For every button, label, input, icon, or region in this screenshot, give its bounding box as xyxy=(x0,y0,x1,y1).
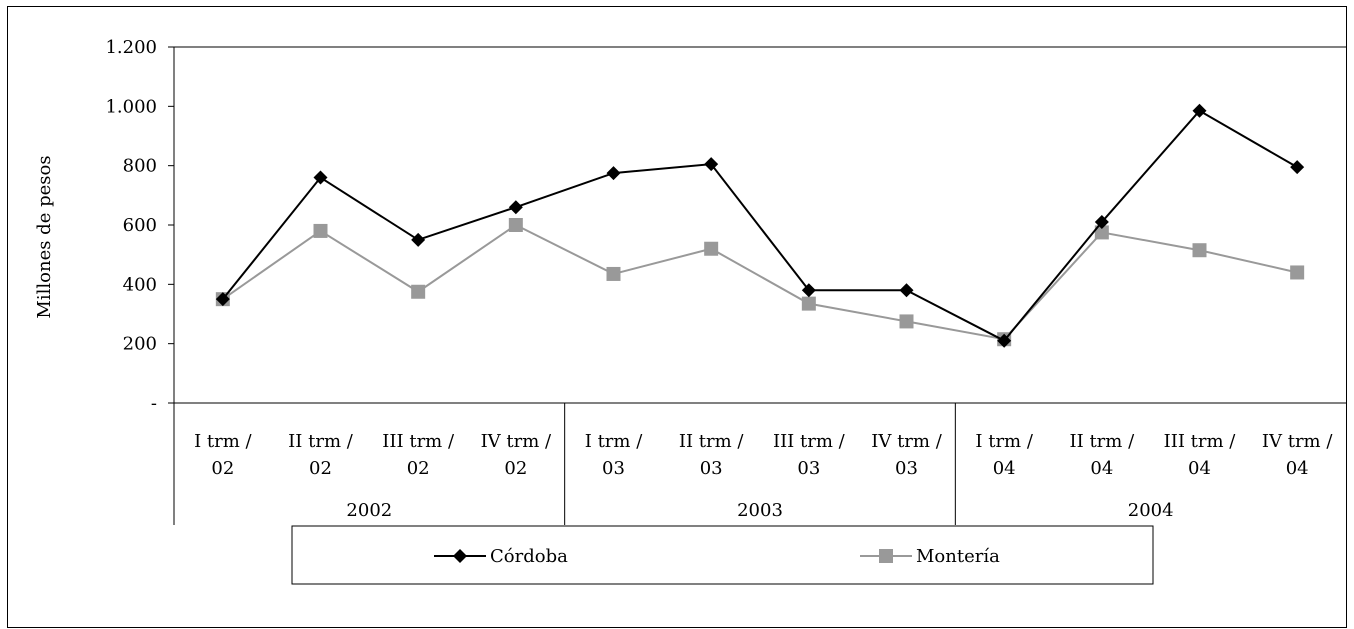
x-group-label: 2003 xyxy=(737,500,783,521)
x-tick-label: 03 xyxy=(797,458,820,479)
data-point xyxy=(1192,243,1207,258)
data-point xyxy=(704,241,719,256)
data-point xyxy=(508,200,523,215)
y-tick-label: 800 xyxy=(123,156,157,177)
x-group-label: 2004 xyxy=(1128,500,1174,521)
x-tick-label: III trm / xyxy=(382,431,455,452)
y-tick-label: 400 xyxy=(123,274,157,295)
legend-label: Montería xyxy=(916,546,1000,567)
x-tick-label: II trm / xyxy=(679,431,745,452)
data-point xyxy=(801,296,816,311)
y-tick-label: 1.200 xyxy=(105,37,157,58)
y-axis-title: Millones de pesos xyxy=(34,155,55,318)
data-point xyxy=(508,218,523,232)
axes xyxy=(173,46,1346,404)
series-monteria xyxy=(215,218,1305,347)
series-layer xyxy=(215,103,1305,348)
data-point xyxy=(1192,103,1207,118)
x-axis-labels: I trm / 02 II trm / 02 III trm / 02 IV trm / 02… xyxy=(173,403,1333,525)
legend-box xyxy=(291,525,1154,585)
x-tick-label: IV trm / xyxy=(1262,431,1333,452)
y-tick-label: - xyxy=(151,393,157,414)
x-tick-label: 04 xyxy=(993,458,1016,479)
series-cordoba xyxy=(215,103,1305,348)
y-axis-ticks: - 200 400 600 800 1.000 1.200 xyxy=(105,37,174,414)
x-tick-label: IV trm / xyxy=(481,431,552,452)
x-tick-label: 04 xyxy=(1188,458,1211,479)
data-point xyxy=(1094,215,1109,230)
legend-item: Montería xyxy=(860,546,1000,567)
x-group-label: 2002 xyxy=(346,500,392,521)
x-tick-label: III trm / xyxy=(1164,431,1237,452)
x-tick-label: 03 xyxy=(602,458,625,479)
x-tick-label: 02 xyxy=(211,458,234,479)
data-point xyxy=(704,157,719,172)
data-point xyxy=(606,266,621,281)
y-tick-label: 1.000 xyxy=(105,96,157,117)
x-tick-label: III trm / xyxy=(773,431,846,452)
data-point xyxy=(215,292,230,307)
y-tick-label: 200 xyxy=(123,334,157,355)
x-tick-label: II trm / xyxy=(288,431,354,452)
x-tick-label: IV trm / xyxy=(871,431,942,452)
x-tick-label: 02 xyxy=(407,458,430,479)
x-tick-label: 04 xyxy=(1090,458,1113,479)
data-point xyxy=(1290,160,1305,175)
x-tick-label: I trm / xyxy=(194,431,252,452)
chart-frame: Millones de pesos - 200 400 600 800 1.000 1.20… xyxy=(7,6,1347,628)
data-point xyxy=(411,284,426,299)
series-line xyxy=(222,223,1298,341)
legend-label: Córdoba xyxy=(490,546,568,567)
data-point xyxy=(997,333,1012,348)
x-tick-label: 02 xyxy=(504,458,527,479)
series-line xyxy=(222,109,1298,342)
x-tick-label: 03 xyxy=(700,458,723,479)
data-point xyxy=(411,232,426,247)
x-tick-label: 02 xyxy=(309,458,332,479)
legend-marker xyxy=(879,549,893,563)
data-point xyxy=(313,170,328,185)
legend-item: Córdoba xyxy=(434,546,568,567)
data-point xyxy=(899,283,914,298)
y-tick-label: 600 xyxy=(123,215,157,236)
legend: Córdoba Montería xyxy=(291,525,1154,585)
line-chart: Millones de pesos - 200 400 600 800 1.000 1.20… xyxy=(34,37,1346,585)
x-tick-label: I trm / xyxy=(585,431,643,452)
x-tick-label: II trm / xyxy=(1070,431,1136,452)
data-point xyxy=(313,223,328,238)
data-point xyxy=(899,314,914,329)
x-tick-label: 04 xyxy=(1286,458,1309,479)
data-point xyxy=(1094,225,1109,240)
x-tick-label: 03 xyxy=(895,458,918,479)
data-point xyxy=(1290,265,1305,280)
data-point xyxy=(801,283,816,298)
x-tick-label: I trm / xyxy=(975,431,1033,452)
legend-marker xyxy=(453,549,467,563)
data-point xyxy=(606,166,621,181)
